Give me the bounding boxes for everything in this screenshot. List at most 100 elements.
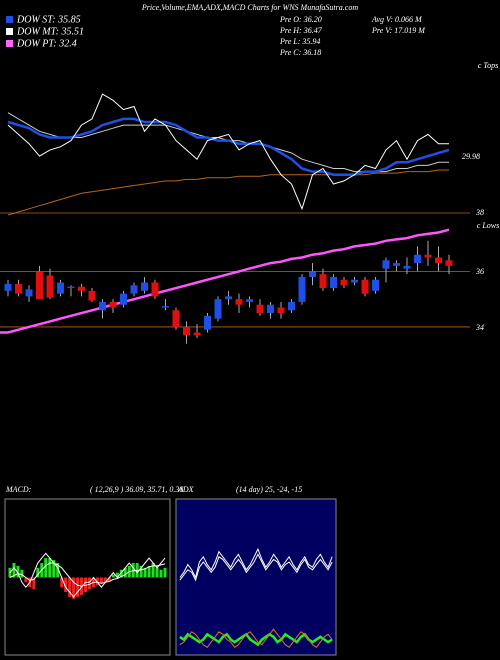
macd-histogram-bar	[36, 567, 40, 578]
macd-histogram-bar	[72, 577, 76, 599]
candle-body	[225, 296, 232, 300]
candle-body	[172, 310, 180, 327]
candle-body	[340, 279, 348, 286]
candle-body	[393, 263, 400, 266]
candle-body	[351, 279, 358, 283]
macd-histogram-bar	[99, 577, 103, 584]
candle-body	[235, 299, 243, 305]
macd-histogram-bar	[68, 577, 72, 597]
legend-label: DOW PT: 32.4	[16, 38, 77, 49]
adx-title: ADX	[177, 485, 195, 494]
adx-line	[179, 547, 333, 579]
adx-line	[179, 628, 333, 648]
macd-histogram-bar	[16, 565, 20, 578]
macd-params: ( 12,26,9 ) 36.09, 35.71, 0.38	[90, 485, 183, 494]
macd-histogram-bar	[139, 565, 143, 578]
price-line	[7, 93, 449, 211]
candle-body	[288, 301, 295, 311]
candle-body	[309, 271, 316, 277]
legend-label: DOW MT: 35.51	[16, 26, 84, 37]
candle-body	[382, 260, 390, 269]
candle-body	[57, 282, 64, 294]
macd-histogram-bar	[76, 577, 80, 597]
stat-label: Avg V: 0.066 M	[371, 15, 423, 24]
candle-body	[193, 332, 201, 336]
macd-histogram-bar	[24, 577, 28, 583]
adx-params: (14 day) 25, -24, -15	[236, 485, 302, 494]
candle-body	[141, 282, 148, 291]
candle-body	[67, 286, 75, 289]
annotation: 38	[475, 208, 484, 217]
candle-body	[204, 315, 211, 330]
stat-label: Pre C: 36.18	[279, 48, 321, 57]
macd-histogram-bar	[64, 577, 68, 593]
candle-body	[414, 254, 421, 264]
stat-label: Pre V: 17.019 M	[371, 26, 426, 35]
candle-body	[277, 307, 285, 314]
y-tick-label: 36	[475, 267, 484, 276]
macd-histogram-bar	[12, 562, 16, 578]
candle-body	[99, 301, 106, 311]
stat-label: Pre O: 36.20	[279, 15, 322, 24]
candle-body	[109, 301, 117, 308]
annotation: 29.98	[462, 152, 480, 161]
candle-body	[330, 276, 337, 289]
legend-swatch	[6, 28, 13, 35]
candle-body	[36, 271, 43, 300]
macd-histogram-bar	[143, 567, 147, 578]
macd-histogram-bar	[111, 574, 115, 578]
stat-label: Pre H: 36.47	[279, 26, 323, 35]
macd-histogram-bar	[123, 567, 127, 578]
macd-histogram-bar	[60, 577, 64, 588]
legend-label: DOW ST: 35.85	[16, 14, 81, 25]
annotation: c Tops	[478, 61, 498, 70]
macd-histogram-bar	[159, 569, 163, 578]
panel-label: c Lows	[477, 221, 499, 230]
macd-histogram-bar	[147, 565, 151, 578]
candle-body	[246, 299, 253, 302]
macd-histogram-bar	[84, 577, 88, 593]
candle-body	[214, 299, 222, 319]
candle-body	[424, 254, 432, 258]
macd-histogram-bar	[151, 562, 155, 578]
adx-panel	[175, 498, 337, 656]
candle-body	[78, 286, 85, 291]
price-line	[7, 117, 450, 176]
candle-body	[15, 283, 22, 294]
legend-swatch	[6, 16, 13, 23]
candle-body	[130, 285, 138, 294]
candle-body	[256, 304, 264, 314]
candle-body	[183, 326, 190, 336]
macd-histogram-bar	[163, 567, 167, 578]
candle-body	[120, 293, 127, 305]
candle-body	[162, 306, 169, 308]
candle-body	[403, 265, 411, 269]
adx-line	[179, 553, 333, 582]
candle-body	[361, 279, 369, 294]
candle-body	[298, 276, 306, 302]
page-title: Price,Volume,EMA,ADX,MACD Charts for WNS…	[141, 3, 358, 12]
macd-histogram-bar	[56, 562, 60, 578]
macd-histogram-bar	[87, 577, 91, 590]
candle-body	[435, 257, 442, 264]
candle-body	[267, 304, 274, 314]
stat-label: Pre L: 35.94	[279, 37, 320, 46]
trend-line	[0, 228, 450, 334]
macd-histogram-bar	[115, 572, 119, 578]
macd-histogram-bar	[20, 569, 24, 578]
macd-line	[9, 562, 166, 587]
candle-body	[151, 282, 159, 297]
candle-body	[372, 279, 379, 291]
macd-histogram-bar	[48, 558, 52, 578]
candle-body	[319, 274, 327, 289]
macd-histogram-bar	[119, 569, 123, 578]
candle-body	[25, 289, 33, 297]
macd-histogram-bar	[32, 577, 36, 590]
candle-body	[445, 260, 453, 266]
macd-histogram-bar	[95, 577, 99, 586]
price-line	[7, 169, 449, 216]
y-tick-label: 34	[475, 323, 484, 332]
legend-swatch	[6, 40, 13, 47]
candle-body	[4, 283, 12, 291]
